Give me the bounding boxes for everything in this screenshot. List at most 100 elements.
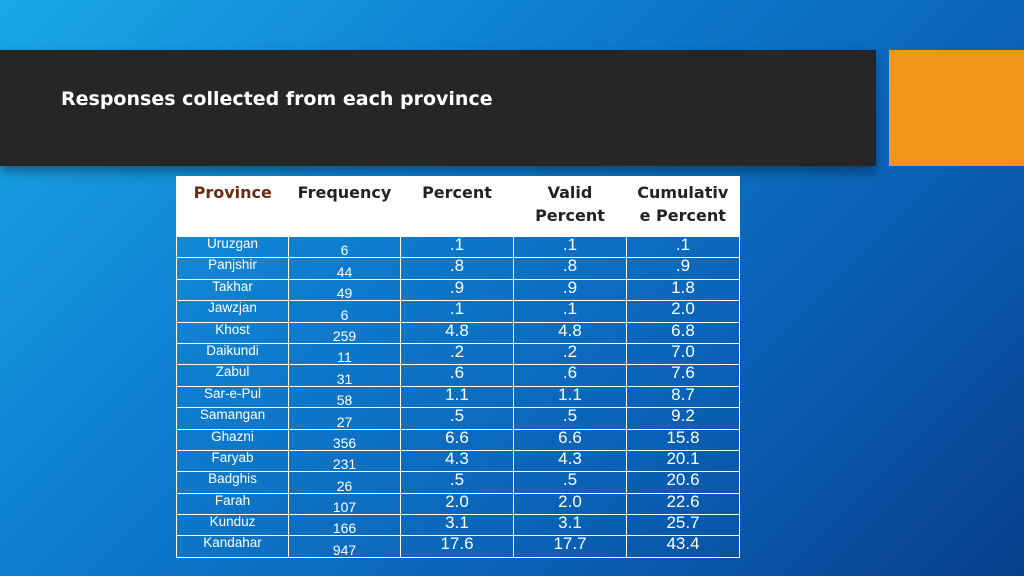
table-row: Zabul 31.6.6 7.6 <box>176 364 740 387</box>
cell-cumulative-percent: 6.8 <box>626 321 740 344</box>
cell-frequency: 947 <box>288 535 401 558</box>
table-header-row: Province Frequency Percent Valid Percent … <box>176 176 740 237</box>
cell-percent: 2.0 <box>400 493 514 516</box>
cell-valid-percent: 17.7 <box>513 535 627 558</box>
cell-percent: .1 <box>400 300 514 323</box>
header-cumulative-line2: e Percent <box>639 206 726 225</box>
table-row: Khost 259 4.8 4.8 6.8 <box>176 321 740 344</box>
cell-province: Daikundi <box>176 342 289 366</box>
cell-valid-percent: 4.8 <box>513 321 627 344</box>
cell-percent: .8 <box>400 257 514 280</box>
cell-frequency: 259 <box>288 321 401 344</box>
header-percent-label: Percent <box>422 183 492 202</box>
cell-province: Takhar <box>176 278 289 302</box>
header-province: Province <box>176 176 289 237</box>
cell-valid-percent: .5 <box>513 471 627 494</box>
cell-valid-percent: .5 <box>513 407 627 430</box>
cell-cumulative-percent: 9.2 <box>626 407 740 430</box>
cell-percent: 4.3 <box>400 450 514 473</box>
slide-title: Responses collected from each province <box>61 88 493 110</box>
table-row: Samangan 27.5.5 9.2 <box>176 407 740 430</box>
cell-frequency: 31 <box>288 364 401 387</box>
table-row: Badghis 26.5.5 20.6 <box>176 471 740 494</box>
title-bar: Responses collected from each province <box>0 50 876 166</box>
table-row: Panjshir 44.8.8.9 <box>176 257 740 280</box>
cell-percent: .5 <box>400 471 514 494</box>
cell-valid-percent: .1 <box>513 236 627 259</box>
cell-province: Khost <box>176 321 289 344</box>
province-table: Province Frequency Percent Valid Percent … <box>176 176 740 558</box>
cell-frequency: 231 <box>288 449 401 473</box>
header-cumulative-line1: Cumulativ <box>637 183 729 202</box>
header-province-label: Province <box>193 183 272 202</box>
cell-province: Panjshir <box>176 257 289 280</box>
cell-frequency: 6 <box>288 300 401 323</box>
accent-block <box>889 50 1024 166</box>
cell-valid-percent: 4.3 <box>513 450 627 473</box>
table-row: Sar-e-Pul 58 1.1 1.1 8.7 <box>176 385 740 409</box>
cell-valid-percent: 1.1 <box>513 386 627 409</box>
cell-valid-percent: .2 <box>513 343 627 366</box>
table-row: Daikundi 11.2.2 7.0 <box>176 342 740 366</box>
cell-percent: .5 <box>400 407 514 430</box>
cell-cumulative-percent: 7.0 <box>626 343 740 366</box>
cell-frequency: 58 <box>288 385 401 409</box>
header-valid-line2: Percent <box>535 206 605 225</box>
cell-valid-percent: 3.1 <box>513 514 627 537</box>
cell-frequency: 27 <box>288 407 401 430</box>
cell-province: Kunduz <box>176 514 289 537</box>
cell-percent: .1 <box>400 236 514 259</box>
cell-valid-percent: .8 <box>513 257 627 280</box>
cell-frequency: 107 <box>288 492 401 516</box>
table-row: Kandahar 947 17.6 17.7 43.4 <box>176 535 740 558</box>
table-row: Faryab 231 4.3 4.3 20.1 <box>176 449 740 473</box>
table-row: Uruzgan 6.1.1.1 <box>176 235 740 259</box>
data-table: Province Frequency Percent Valid Percent … <box>176 176 740 558</box>
cell-percent: 1.1 <box>400 386 514 409</box>
cell-frequency: 6 <box>288 235 401 259</box>
cell-province: Faryab <box>176 449 289 473</box>
cell-province: Sar-e-Pul <box>176 385 289 409</box>
cell-frequency: 11 <box>288 342 401 366</box>
cell-cumulative-percent: 43.4 <box>626 535 740 558</box>
table-row: Farah 107 2.0 2.0 22.6 <box>176 492 740 516</box>
cell-percent: .6 <box>400 364 514 387</box>
cell-valid-percent: .1 <box>513 300 627 323</box>
cell-frequency: 49 <box>288 278 401 302</box>
cell-province: Samangan <box>176 407 289 430</box>
cell-valid-percent: 6.6 <box>513 428 627 451</box>
cell-cumulative-percent: 15.8 <box>626 428 740 451</box>
cell-percent: 17.6 <box>400 535 514 558</box>
cell-percent: 3.1 <box>400 514 514 537</box>
cell-cumulative-percent: 20.6 <box>626 471 740 494</box>
table-body: Uruzgan 6.1.1.1 Panjshir 44.8.8.9 Takhar 49.9… <box>176 235 740 558</box>
header-frequency: Frequency <box>288 176 401 237</box>
cell-cumulative-percent: 25.7 <box>626 514 740 537</box>
table-row: Takhar 49.9.9 1.8 <box>176 278 740 302</box>
cell-province: Ghazni <box>176 428 289 451</box>
cell-percent: 4.8 <box>400 321 514 344</box>
cell-province: Kandahar <box>176 535 289 558</box>
cell-frequency: 166 <box>288 514 401 537</box>
cell-percent: 6.6 <box>400 428 514 451</box>
cell-province: Jawzjan <box>176 300 289 323</box>
cell-cumulative-percent: 22.6 <box>626 493 740 516</box>
cell-valid-percent: .6 <box>513 364 627 387</box>
cell-frequency: 356 <box>288 428 401 451</box>
cell-cumulative-percent: 7.6 <box>626 364 740 387</box>
cell-cumulative-percent: .9 <box>626 257 740 280</box>
table-row: Kunduz 166 3.1 3.1 25.7 <box>176 514 740 537</box>
table-row: Ghazni 356 6.6 6.6 15.8 <box>176 428 740 451</box>
header-cumulative-percent: Cumulativ e Percent <box>626 176 740 237</box>
cell-cumulative-percent: 8.7 <box>626 386 740 409</box>
header-valid-percent: Valid Percent <box>513 176 627 237</box>
cell-valid-percent: 2.0 <box>513 493 627 516</box>
cell-valid-percent: .9 <box>513 279 627 302</box>
cell-province: Badghis <box>176 471 289 494</box>
header-percent: Percent <box>400 176 514 237</box>
cell-percent: .9 <box>400 279 514 302</box>
cell-cumulative-percent: 20.1 <box>626 450 740 473</box>
cell-province: Farah <box>176 492 289 516</box>
header-frequency-label: Frequency <box>297 183 392 202</box>
cell-cumulative-percent: 2.0 <box>626 300 740 323</box>
